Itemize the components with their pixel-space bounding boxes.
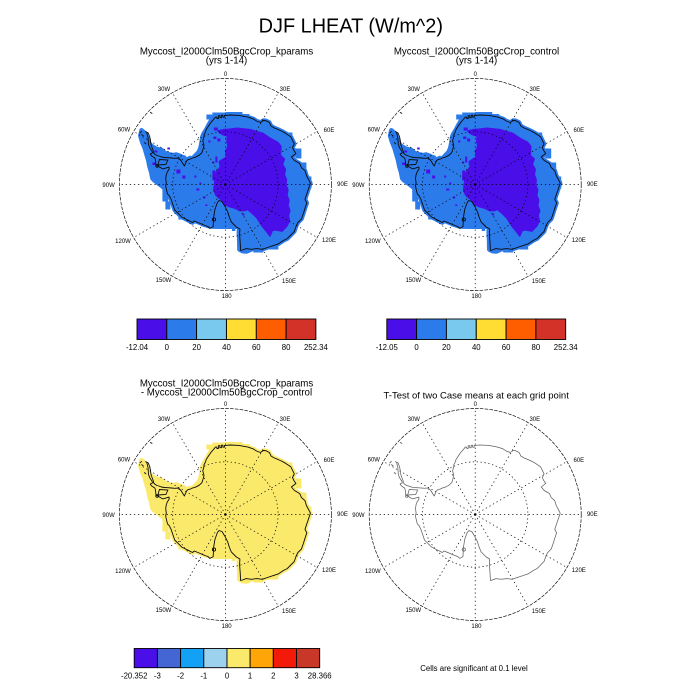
- svg-text:120W: 120W: [365, 569, 381, 575]
- svg-text:60W: 60W: [118, 458, 131, 464]
- svg-text:Myccost_I2000Clm50BgcCrop_kpar: Myccost_I2000Clm50BgcCrop_kparams: [140, 46, 314, 57]
- svg-text:60E: 60E: [573, 128, 584, 134]
- svg-text:-12.04: -12.04: [126, 343, 149, 352]
- svg-text:120E: 120E: [322, 568, 336, 574]
- svg-text:0: 0: [225, 671, 230, 680]
- svg-text:30E: 30E: [529, 87, 540, 93]
- svg-text:0: 0: [224, 72, 228, 78]
- svg-text:0: 0: [474, 72, 478, 78]
- svg-text:60: 60: [252, 343, 261, 352]
- svg-text:40: 40: [472, 343, 481, 352]
- svg-text:20: 20: [192, 343, 201, 352]
- svg-text:120E: 120E: [572, 238, 586, 244]
- svg-text:90W: 90W: [102, 513, 115, 519]
- svg-text:150W: 150W: [405, 278, 421, 284]
- svg-text:0: 0: [224, 402, 228, 408]
- svg-text:90E: 90E: [337, 512, 348, 518]
- svg-text:30E: 30E: [529, 417, 540, 423]
- svg-text:252.34: 252.34: [554, 343, 579, 352]
- svg-text:60W: 60W: [118, 128, 131, 134]
- svg-text:3: 3: [294, 671, 298, 680]
- svg-text:- Myccost_I2000Clm50BgcCrop_co: - Myccost_I2000Clm50BgcCrop_control: [141, 388, 312, 399]
- svg-text:120E: 120E: [572, 568, 586, 574]
- svg-text:20: 20: [442, 343, 451, 352]
- svg-text:180: 180: [471, 294, 482, 300]
- svg-text:30W: 30W: [408, 87, 421, 93]
- svg-text:120W: 120W: [115, 239, 131, 245]
- svg-text:252.34: 252.34: [304, 343, 329, 352]
- svg-text:150W: 150W: [156, 278, 172, 284]
- svg-text:120W: 120W: [365, 239, 381, 245]
- svg-text:(yrs 1-14): (yrs 1-14): [206, 56, 247, 67]
- svg-text:120E: 120E: [322, 238, 336, 244]
- svg-text:30W: 30W: [158, 87, 171, 93]
- svg-text:80: 80: [532, 343, 541, 352]
- svg-text:30E: 30E: [280, 417, 291, 423]
- svg-text:2: 2: [271, 671, 275, 680]
- svg-text:150W: 150W: [405, 608, 421, 614]
- svg-text:90E: 90E: [337, 182, 348, 188]
- svg-text:-2: -2: [177, 671, 184, 680]
- svg-text:Myccost_I2000Clm50BgcCrop_cont: Myccost_I2000Clm50BgcCrop_control: [394, 46, 559, 57]
- svg-text:150E: 150E: [282, 279, 296, 285]
- svg-text:150W: 150W: [156, 608, 172, 614]
- svg-text:180: 180: [222, 294, 233, 300]
- svg-text:60: 60: [502, 343, 511, 352]
- svg-text:90W: 90W: [102, 183, 115, 189]
- svg-text:60E: 60E: [573, 458, 584, 464]
- svg-text:30W: 30W: [408, 417, 421, 423]
- svg-text:90W: 90W: [352, 183, 365, 189]
- svg-text:(yrs 1-14): (yrs 1-14): [456, 56, 497, 67]
- svg-text:0: 0: [474, 402, 478, 408]
- svg-text:150E: 150E: [532, 609, 546, 615]
- svg-text:150E: 150E: [532, 279, 546, 285]
- svg-text:120W: 120W: [115, 569, 131, 575]
- svg-text:80: 80: [282, 343, 291, 352]
- svg-text:-1: -1: [200, 671, 207, 680]
- svg-text:Cells are significant at 0.1 l: Cells are significant at 0.1 level: [420, 664, 528, 673]
- svg-text:-20.352: -20.352: [121, 671, 147, 680]
- svg-text:150E: 150E: [282, 609, 296, 615]
- svg-text:90E: 90E: [587, 512, 598, 518]
- svg-text:0: 0: [165, 343, 170, 352]
- svg-text:30E: 30E: [280, 87, 291, 93]
- svg-text:1: 1: [248, 671, 252, 680]
- svg-text:60E: 60E: [324, 128, 335, 134]
- svg-text:90W: 90W: [352, 513, 365, 519]
- svg-text:40: 40: [222, 343, 231, 352]
- svg-text:DJF LHEAT (W/m^2): DJF LHEAT (W/m^2): [259, 15, 443, 37]
- svg-text:-12.05: -12.05: [376, 343, 399, 352]
- svg-text:28.366: 28.366: [308, 671, 332, 680]
- svg-text:30W: 30W: [158, 417, 171, 423]
- svg-text:60W: 60W: [368, 458, 381, 464]
- svg-text:-3: -3: [154, 671, 161, 680]
- svg-text:0: 0: [414, 343, 419, 352]
- svg-text:180: 180: [471, 624, 482, 630]
- svg-text:180: 180: [222, 624, 233, 630]
- svg-text:90E: 90E: [587, 182, 598, 188]
- svg-text:60W: 60W: [368, 128, 381, 134]
- svg-text:Myccost_I2000Clm50BgcCrop_kpar: Myccost_I2000Clm50BgcCrop_kparams: [140, 378, 314, 389]
- svg-text:T-Test of two Case means at ea: T-Test of two Case means at each grid po…: [384, 391, 570, 402]
- svg-text:60E: 60E: [324, 458, 335, 464]
